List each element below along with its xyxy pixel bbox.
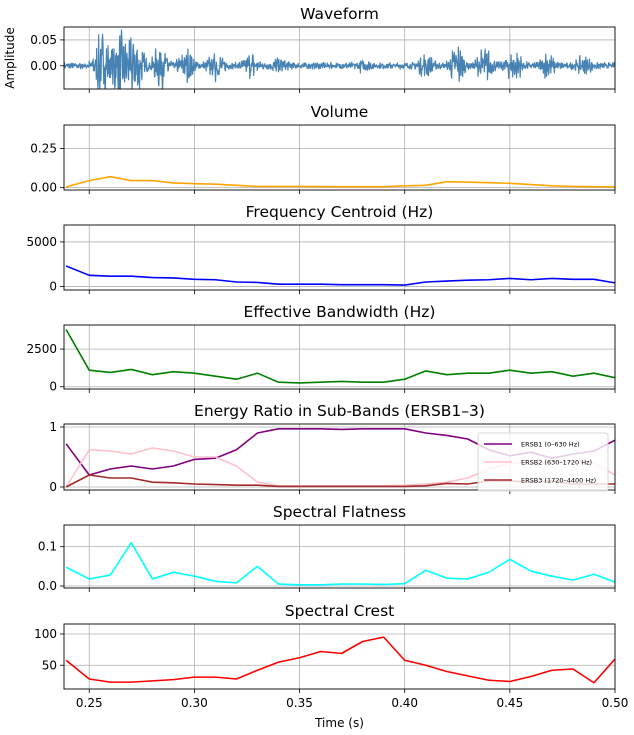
axes-frame (63, 224, 616, 291)
subplot-title: Spectral Flatness (273, 503, 406, 521)
y-tick-label: 0.1 (38, 540, 57, 554)
subplot-title: Effective Bandwidth (Hz) (244, 303, 436, 321)
subplot-4: 0 2500 Effective Bandwidth (Hz) (26, 303, 616, 394)
y-axis-label: Amplitude (3, 27, 17, 89)
series-line-1 (65, 541, 615, 586)
y-tick-label: 0.0 (38, 579, 57, 593)
axes-frame (63, 423, 616, 491)
x-tick-label: 0.35 (286, 696, 313, 710)
legend-label: ERSB3 (1720–4400 Hz) (521, 477, 596, 485)
y-tick-label: 0 (49, 279, 57, 293)
x-tick-label: 0.30 (181, 696, 208, 710)
subplot-title: Waveform (300, 5, 379, 23)
y-tick-label: 0 (49, 380, 57, 394)
y-tick-label: 0 (49, 480, 57, 494)
subplot-title: Spectral Crest (285, 602, 394, 620)
x-axis-label: Time (s) (314, 716, 364, 730)
y-tick-label: 50 (42, 658, 57, 672)
y-tick-label: 0.00 (30, 59, 57, 73)
series-line-1 (65, 175, 615, 188)
y-tick-label: 100 (34, 627, 57, 641)
y-tick-label: 5000 (26, 235, 57, 249)
subplot-7: 50 100 Spectral Crest 0.25 0.30 0.35 0.40 0.45 0… (34, 602, 628, 730)
legend-label: ERSB1 (0–630 Hz) (521, 441, 580, 449)
axes-frame (63, 623, 616, 690)
legend-label: ERSB2 (630–1720 Hz) (521, 459, 592, 467)
legend: ERSB1 (0–630 Hz) ERSB2 (630–1720 Hz) ERSB3… (477, 432, 609, 492)
subplot-title: Volume (311, 103, 369, 121)
y-tick-label: 0.00 (30, 181, 57, 195)
axes-frame (63, 524, 616, 589)
subplot-title: Energy Ratio in Sub-Bands (ERSB1–3) (194, 402, 485, 420)
subplot-1: 0.00 0.05 Waveform Amplitude (3, 5, 616, 93)
subplot-2: 0.00 0.25 Volume (30, 103, 616, 195)
series-line-1 (65, 636, 615, 684)
y-tick-label: 2500 (26, 342, 57, 356)
axes-frame (63, 26, 616, 90)
x-tick-label: 0.25 (76, 696, 103, 710)
axes-frame (63, 124, 616, 191)
y-tick-label: 0.05 (30, 33, 57, 47)
subplot-6: 0.0 0.1 Spectral Flatness (38, 503, 616, 593)
x-tick-label: 0.40 (391, 696, 418, 710)
x-tick-label: 0.50 (602, 696, 629, 710)
axes-frame (63, 324, 616, 390)
y-tick-label: 0.25 (30, 141, 57, 155)
subplot-title: Frequency Centroid (Hz) (246, 203, 434, 221)
y-tick-label: 1 (49, 420, 57, 434)
legend-box (477, 432, 609, 492)
subplot-3: 0 5000 Frequency Centroid (Hz) (26, 203, 616, 294)
series-line-1 (65, 329, 615, 384)
series-line-1 (65, 265, 615, 286)
series-line-1 (64, 29, 615, 89)
x-tick-label: 0.45 (496, 696, 523, 710)
subplot-5: 0 1 Energy Ratio in Sub-Bands (ERSB1–3) ERS… (49, 402, 616, 494)
